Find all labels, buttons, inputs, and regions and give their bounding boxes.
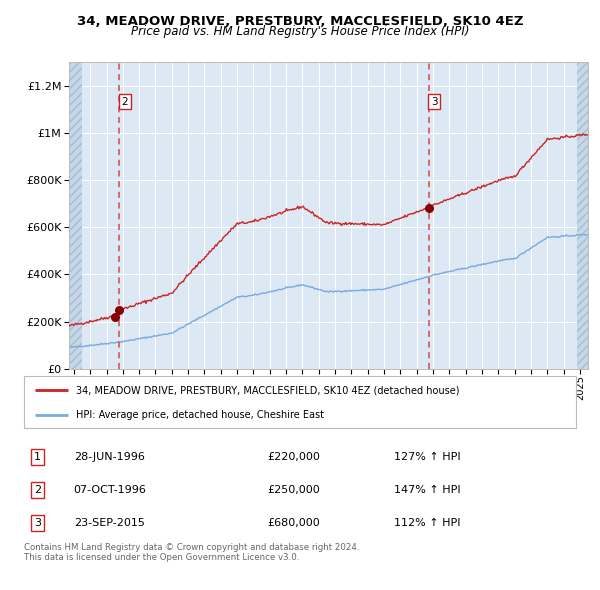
- Text: 1: 1: [34, 453, 41, 462]
- Text: 147% ↑ HPI: 147% ↑ HPI: [394, 486, 460, 495]
- Text: 2: 2: [122, 97, 128, 107]
- Text: 34, MEADOW DRIVE, PRESTBURY, MACCLESFIELD, SK10 4EZ (detached house): 34, MEADOW DRIVE, PRESTBURY, MACCLESFIEL…: [76, 385, 460, 395]
- Text: £680,000: £680,000: [267, 519, 320, 528]
- Text: Price paid vs. HM Land Registry's House Price Index (HPI): Price paid vs. HM Land Registry's House …: [131, 25, 469, 38]
- Text: 112% ↑ HPI: 112% ↑ HPI: [394, 519, 460, 528]
- Text: 3: 3: [431, 97, 437, 107]
- Text: 23-SEP-2015: 23-SEP-2015: [74, 519, 145, 528]
- Text: 07-OCT-1996: 07-OCT-1996: [74, 486, 146, 495]
- Text: 127% ↑ HPI: 127% ↑ HPI: [394, 453, 460, 462]
- Text: 34, MEADOW DRIVE, PRESTBURY, MACCLESFIELD, SK10 4EZ: 34, MEADOW DRIVE, PRESTBURY, MACCLESFIEL…: [77, 15, 523, 28]
- Text: £220,000: £220,000: [267, 453, 320, 462]
- Text: 2: 2: [34, 486, 41, 495]
- Bar: [577, 62, 588, 369]
- Bar: [69, 62, 82, 369]
- Text: HPI: Average price, detached house, Cheshire East: HPI: Average price, detached house, Ches…: [76, 410, 325, 419]
- FancyBboxPatch shape: [24, 376, 576, 428]
- Text: £250,000: £250,000: [267, 486, 320, 495]
- Text: 28-JUN-1996: 28-JUN-1996: [74, 453, 145, 462]
- Text: 3: 3: [34, 519, 41, 528]
- Text: Contains HM Land Registry data © Crown copyright and database right 2024.
This d: Contains HM Land Registry data © Crown c…: [24, 543, 359, 562]
